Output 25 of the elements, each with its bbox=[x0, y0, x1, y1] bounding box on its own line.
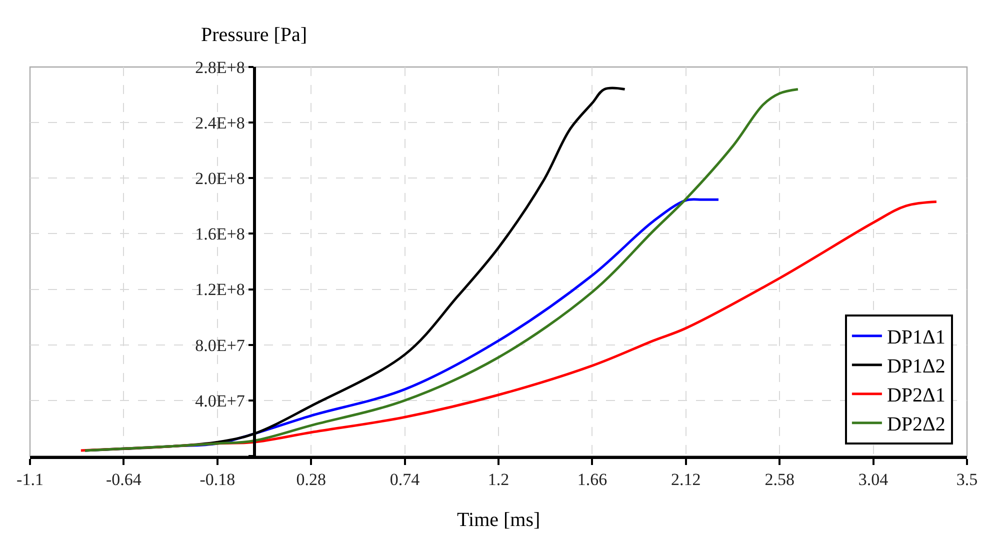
legend-label: DP2Δ2 bbox=[886, 414, 946, 436]
line-series bbox=[84, 88, 800, 452]
x-tick-label: 2.12 bbox=[671, 470, 701, 490]
y-tick-label: 4.0E+7 bbox=[195, 391, 246, 410]
x-tick-label: -1.1 bbox=[16, 470, 44, 490]
y-tick-label: 2.4E+8 bbox=[195, 114, 245, 133]
x-tick-label: -0.64 bbox=[106, 470, 142, 490]
y-axis-title: Pressure [Pa] bbox=[201, 24, 308, 46]
x-tick-label: 3.04 bbox=[858, 470, 889, 490]
y-tick-label: 2.8E+8 bbox=[195, 58, 245, 77]
x-tick-label: 3.5 bbox=[956, 470, 978, 490]
y-tick-label: 1.2E+8 bbox=[195, 280, 245, 300]
x-tick-label: -0.18 bbox=[200, 470, 236, 490]
legend-label: DP2Δ1 bbox=[886, 384, 946, 407]
legend-label: DP1Δ2 bbox=[886, 356, 946, 378]
x-tick-label: 1.2 bbox=[488, 470, 510, 490]
y-tick-label: 8.0E+7 bbox=[195, 336, 246, 355]
x-tick-label: 0.28 bbox=[296, 470, 326, 490]
y-tick-label: 2.0E+8 bbox=[195, 169, 245, 188]
y-tick-label: 1.6E+8 bbox=[195, 224, 245, 244]
legend-label: DP1Δ1 bbox=[886, 326, 946, 349]
x-tick-label: 1.66 bbox=[577, 470, 608, 490]
x-tick-label: 2.58 bbox=[764, 470, 794, 490]
x-tick-label: 0.74 bbox=[390, 470, 420, 490]
x-axis-title: Time [ms] bbox=[457, 509, 540, 531]
